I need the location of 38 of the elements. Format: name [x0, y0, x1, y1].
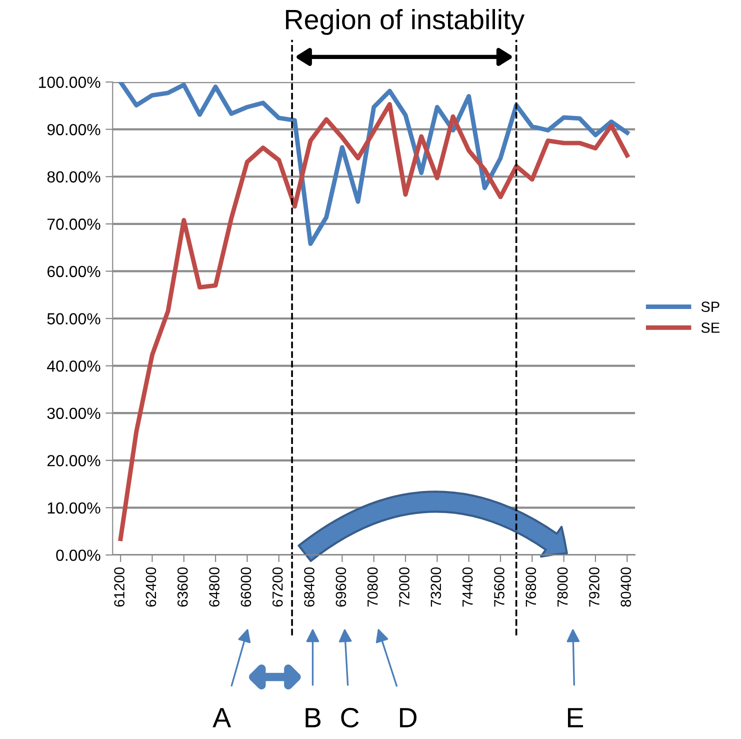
y-tick-label: 90.00% [47, 124, 100, 136]
y-tick-label: 60.00% [47, 266, 100, 278]
y-tick-label: 30.00% [47, 408, 100, 420]
x-tick-label: 64800 [209, 567, 220, 607]
text: B [306, 708, 321, 728]
y-tick-label: 10.00% [48, 502, 100, 514]
x-tick-label: 80400 [620, 567, 632, 607]
y-tick-label: 20.00% [47, 455, 100, 466]
y-tick-label: 50.00% [47, 313, 100, 324]
x-tick-label: 79200 [589, 567, 600, 607]
y-tick-label: 100.00% [38, 76, 100, 88]
y-tick-label: 0.00% [56, 550, 100, 561]
x-tick-label: 75600 [494, 567, 504, 607]
x-tick-label: 68400 [304, 567, 314, 607]
legend-label: SP [701, 302, 720, 312]
x-tick-label: 69600 [336, 567, 346, 607]
text: A [212, 708, 232, 728]
line-series [118, 102, 630, 542]
x-tick-label: 70800 [367, 567, 378, 607]
line-series [118, 82, 630, 246]
text: Region of instability [286, 9, 525, 35]
x-tick-label: 63600 [177, 567, 188, 607]
x-tick-label: 74400 [462, 567, 473, 607]
y-tick-label: 80.00% [47, 171, 100, 183]
y-tick-label: 40.00% [47, 360, 100, 372]
x-tick-label: 62400 [146, 567, 156, 607]
x-tick-label: 76800 [526, 567, 536, 607]
text: D [400, 708, 416, 728]
x-tick-label: 73200 [430, 567, 442, 607]
x-tick-label: 67200 [272, 567, 283, 607]
x-tick-label: 72000 [399, 567, 410, 607]
x-tick-label: 78000 [557, 567, 568, 607]
x-tick-label: 61200 [114, 567, 124, 607]
text: E [568, 708, 584, 728]
legend-label: SE [701, 322, 720, 333]
text: C [341, 708, 359, 728]
y-tick-label: 70.00% [47, 218, 100, 230]
x-tick-label: 66000 [240, 567, 252, 607]
